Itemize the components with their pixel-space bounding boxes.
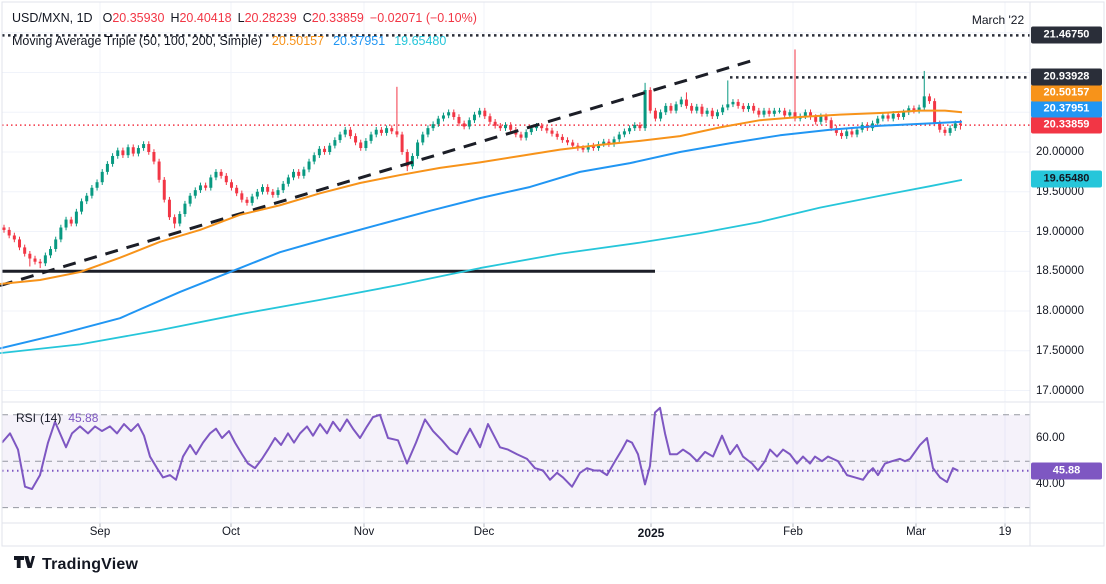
- rsi-indicator-legend[interactable]: RSI (14) 45.88: [16, 411, 98, 425]
- ma200-value: 19.65480: [394, 34, 447, 48]
- price-axis-label: 17.50000: [1036, 344, 1084, 357]
- candlestick-series: [2, 49, 962, 269]
- open-label: O: [102, 11, 113, 25]
- price-axis-label: 20.00000: [1036, 146, 1084, 158]
- rsi-line: [1, 406, 959, 491]
- time-axis-label: Nov: [353, 526, 375, 538]
- ma-indicator-legend[interactable]: Moving Average Triple (50, 100, 200, Sim…: [12, 34, 446, 48]
- high-value: 20.40418: [179, 11, 232, 25]
- price-badge: 20.33859: [1031, 116, 1102, 134]
- symbol-title: USD/MXN, 1D: [12, 11, 93, 25]
- ma50-line: [0, 109, 963, 285]
- time-axis-label: 19: [998, 526, 1012, 538]
- close-value: 20.33859: [311, 11, 364, 25]
- rsi-badge: 45.88: [1031, 462, 1102, 480]
- tradingview-logo-icon: [14, 556, 35, 568]
- price-axis-label: 18.50000: [1036, 265, 1084, 278]
- change-value: −0.02071 (−0.10%): [369, 11, 477, 25]
- tradingview-logo-text: TradingView: [42, 555, 139, 573]
- march-22-annotation: March '22: [971, 13, 1025, 27]
- price-badge: 19.65480: [1031, 170, 1102, 188]
- price-axis-label: 17.00000: [1036, 384, 1084, 397]
- price-badge: 20.50157: [1031, 84, 1102, 102]
- price-axis-label: 18.00000: [1036, 305, 1084, 317]
- price-badge: 21.46750: [1031, 26, 1102, 44]
- time-axis-label: Sep: [89, 526, 111, 538]
- low-label: L: [237, 11, 245, 25]
- ma100-value: 20.37951: [333, 34, 386, 48]
- rsi-axis-label: 40.00: [1036, 478, 1065, 491]
- open-value: 20.35930: [112, 11, 165, 25]
- symbol-legend[interactable]: USD/MXN, 1D O 20.35930 H 20.40418 L 20.2…: [12, 11, 483, 25]
- widget-border: [1, 1, 1105, 547]
- rsi-axis-label: 60.00: [1036, 432, 1065, 444]
- rsi-title: RSI: [16, 411, 37, 425]
- price-axis-label: 19.50000: [1036, 185, 1084, 198]
- time-axis-label: Feb: [783, 526, 803, 538]
- tradingview-logo[interactable]: TradingView: [14, 555, 138, 574]
- price-badge: 20.37951: [1031, 100, 1102, 118]
- ma100-line: [0, 120, 963, 350]
- low-value: 20.28239: [244, 11, 297, 25]
- time-axis-label: Oct: [222, 526, 240, 538]
- rsi-current-value: 45.88: [68, 411, 99, 425]
- time-axis-label: Dec: [473, 526, 495, 538]
- price-axis-label: 19.00000: [1036, 225, 1084, 238]
- ma200-line: [0, 178, 963, 355]
- close-label: C: [302, 11, 312, 25]
- trendline: [0, 58, 756, 287]
- time-axis-label: 2025: [637, 526, 665, 540]
- price-badge: 20.93928: [1031, 68, 1102, 86]
- time-axis-label: Mar: [906, 526, 926, 538]
- rsi-period: (14): [40, 411, 62, 425]
- rsi-band: [2, 414, 1030, 508]
- ma-indicator-title: Moving Average Triple (50, 100, 200, Sim…: [12, 34, 262, 48]
- ma50-value: 20.50157: [271, 34, 325, 48]
- high-label: H: [170, 11, 180, 25]
